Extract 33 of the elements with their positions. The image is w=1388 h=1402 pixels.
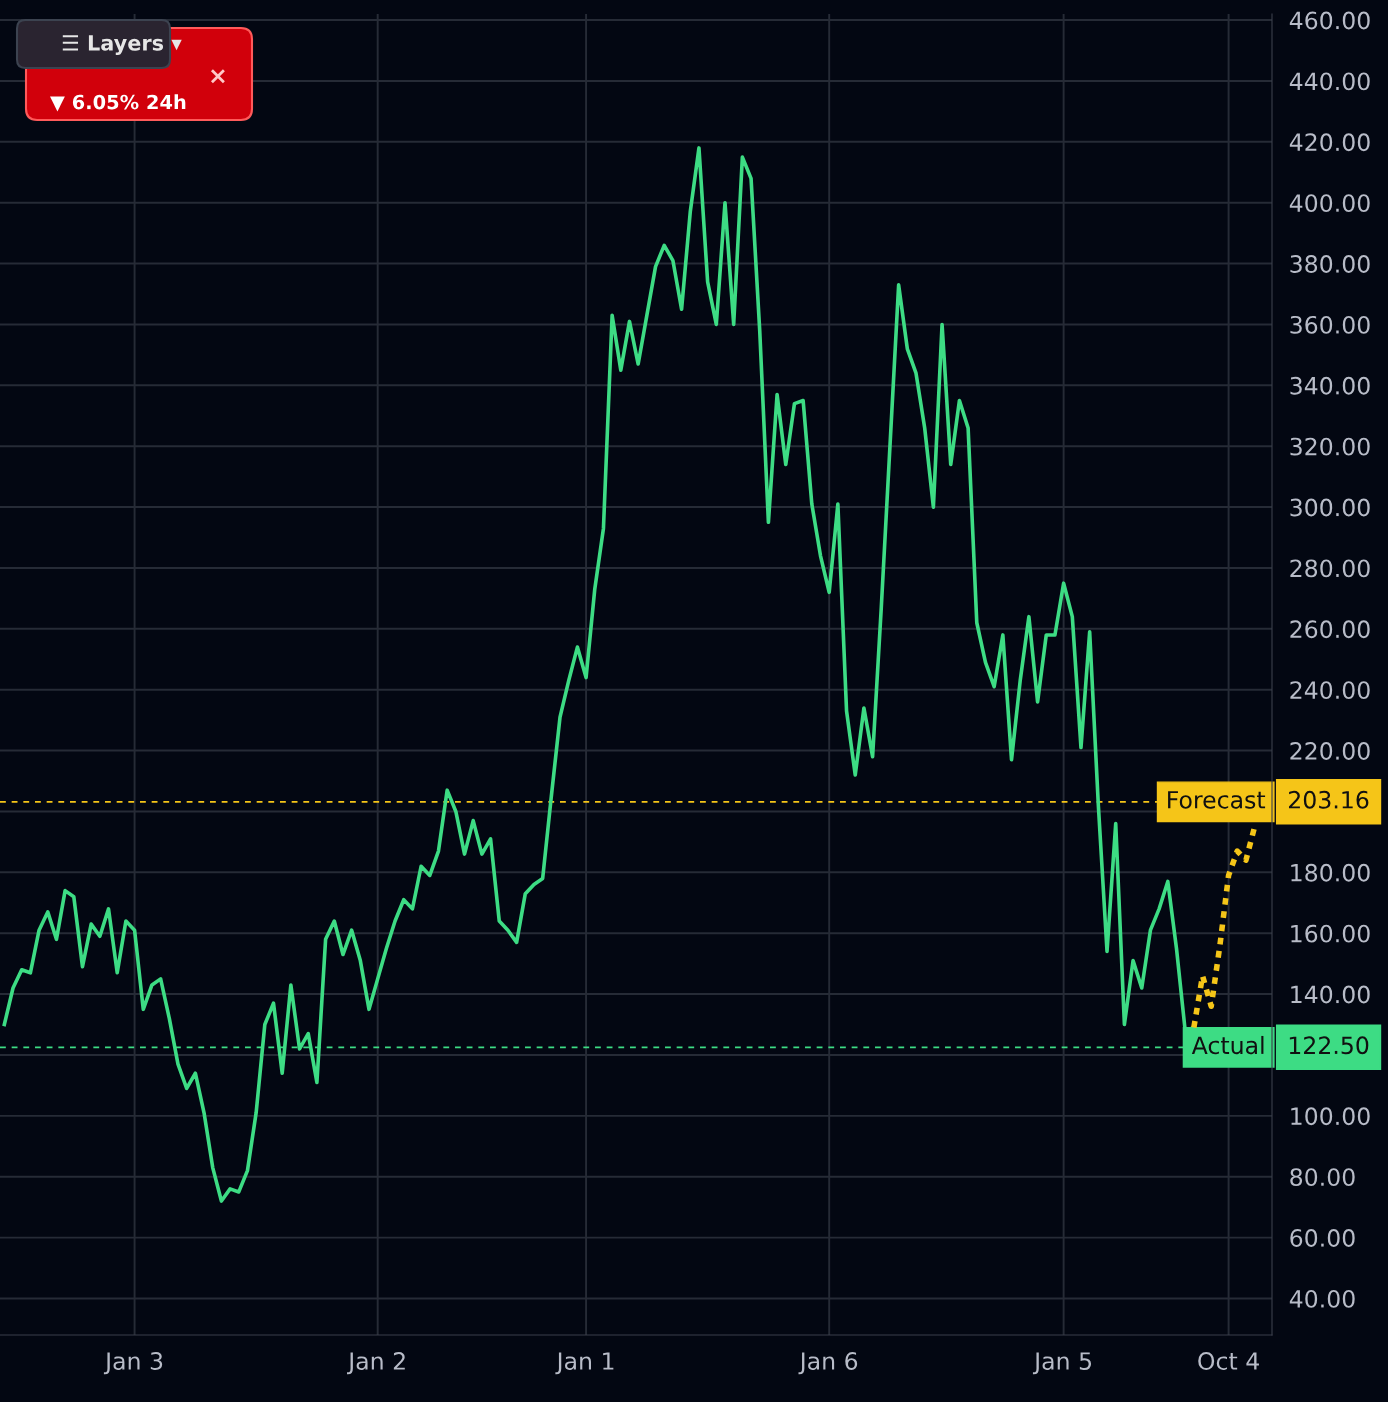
text: 203.16 [1288, 790, 1369, 809]
annotation: ▼ 6.05% 24h [50, 94, 186, 112]
y-tick-label: 420.00 [1289, 133, 1370, 152]
y-tick-label: 260.00 [1290, 620, 1370, 639]
x-tick-label: Jan 2 [347, 1352, 405, 1375]
text: 122.50 [1289, 1036, 1369, 1055]
y-tick-label: 40.00 [1289, 1289, 1355, 1308]
y-tick-label: 180.00 [1291, 863, 1370, 882]
y-tick-label: 280.00 [1290, 559, 1370, 578]
y-tick-label: 140.00 [1291, 985, 1370, 1004]
annotation: ☰ Layers ▾ [62, 35, 182, 55]
x-tick-label: Jan 6 [798, 1352, 858, 1375]
y-tick-label: 340.00 [1290, 376, 1370, 395]
y-tick-label: 100.00 [1291, 1107, 1370, 1126]
x-tick-label: Jan 3 [103, 1352, 163, 1375]
y-tick-label: 380.00 [1290, 255, 1370, 273]
y-tick-label: 160.00 [1291, 924, 1370, 943]
y-tick-label: 80.00 [1290, 1168, 1355, 1187]
ref-line-label: Forecast [1168, 791, 1266, 809]
y-tick-label: 400.00 [1289, 194, 1370, 213]
y-tick-label: 320.00 [1290, 437, 1370, 456]
y-tick-label: 440.00 [1289, 72, 1370, 91]
y-tick-label: 240.00 [1290, 681, 1370, 700]
y-tick-label: 460.00 [1289, 11, 1370, 30]
ref-line-label: Actual [1191, 1035, 1264, 1055]
x-tick-label: Oct 4 [1198, 1352, 1259, 1370]
y-tick-label: 300.00 [1290, 498, 1370, 517]
x-tick-label: Jan 1 [555, 1352, 614, 1375]
annotation: × [210, 69, 225, 84]
y-tick-label: 220.00 [1290, 742, 1370, 760]
y-tick-label: 360.00 [1290, 315, 1370, 334]
x-tick-label: Jan 5 [1032, 1352, 1092, 1375]
y-tick-label: 60.00 [1290, 1229, 1355, 1247]
